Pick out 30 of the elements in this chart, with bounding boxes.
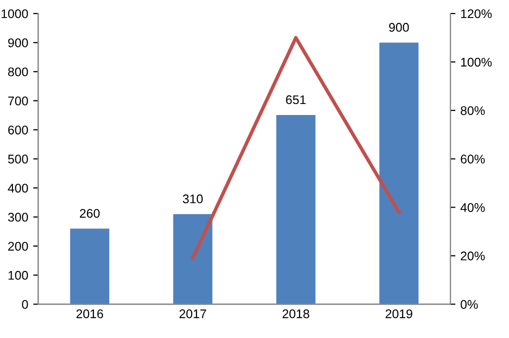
y2-tick-label: 40%	[460, 203, 485, 212]
y-tick-label: 100	[8, 270, 28, 280]
y2-tick-label: 0%	[460, 300, 478, 309]
y-tick-label: 300	[8, 212, 28, 222]
data-label: 651	[286, 95, 306, 104]
bar	[276, 114, 316, 304]
bar	[70, 228, 110, 304]
data-label: 260	[80, 208, 100, 218]
y-tick-label: 400	[8, 184, 28, 193]
y-tick-label: 700	[8, 96, 28, 106]
y-tick-label: 800	[8, 67, 28, 76]
y-tick-label: 0	[22, 300, 28, 309]
y2-tick-label: 100%	[461, 58, 492, 67]
y2-tick-label: 20%	[460, 252, 485, 260]
x-tick-label: 2018	[282, 309, 310, 318]
bar	[173, 214, 212, 304]
x-tick-label: 2016	[76, 309, 104, 318]
data-label: 310	[182, 194, 203, 204]
y-tick-label: 200	[8, 242, 28, 251]
data-label: 900	[389, 22, 409, 32]
bar	[379, 42, 419, 304]
x-tick-label: 2019	[386, 309, 412, 318]
y2-tick-label: 80%	[460, 106, 485, 116]
y-tick-label: 600	[8, 126, 28, 134]
y-tick-label: 900	[8, 38, 28, 48]
y-tick-label: 500	[8, 154, 28, 164]
y-tick-label: 1000	[2, 9, 28, 18]
x-tick-label: 2017	[180, 309, 206, 318]
y2-tick-label: 60%	[460, 154, 485, 164]
y2-tick-label: 120%	[461, 9, 492, 18]
